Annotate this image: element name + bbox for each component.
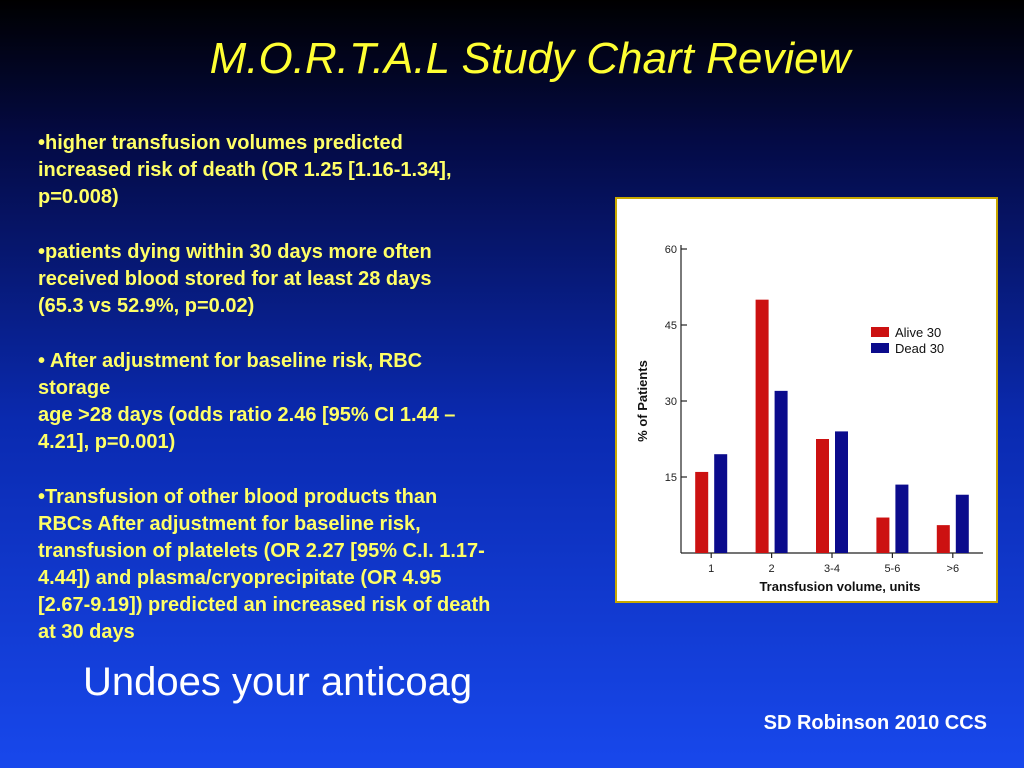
y-tick-label: 15 [665,472,677,484]
bullet-transfusion-volume: •higher transfusion volumes predicted in… [38,132,452,208]
y-tick-label: 60 [665,244,677,256]
bar-alive [755,299,769,553]
y-tick-label: 45 [665,320,677,332]
legend-swatch-alive [871,327,889,337]
bar-dead [774,390,788,553]
bar-alive [876,517,890,553]
bullet-rbc-storage-age: • After adjustment for baseline risk, RB… [38,350,456,453]
legend-swatch-dead [871,343,889,353]
bar-dead [835,431,848,553]
citation: SD Robinson 2010 CCS [763,712,987,734]
x-tick-label: 2 [769,563,775,575]
chart-panel: 15 30 45 60 % of Patients 1 2 3-4 5-6 >6 Transfusi… [615,197,998,603]
bullet-other-blood-products: •Transfusion of other blood products tha… [38,486,491,643]
x-tick-label: >6 [947,563,960,575]
bullet-blood-storage: •patients dying within 30 days more ofte… [38,241,432,317]
bar-dead [955,494,969,553]
bullet-list: •higher transfusion volumes predicted in… [38,130,623,674]
x-tick-label: 1 [708,563,714,575]
bar-chart: 15 30 45 60 % of Patients 1 2 3-4 5-6 >6 Transfusi… [635,244,983,594]
slide-title: M.O.R.T.A.L Study Chart Review [209,34,851,83]
slide-subtitle: Undoes your anticoag [83,660,473,704]
bar-dead [895,484,909,553]
x-tick-label: 5-6 [884,563,900,575]
y-axis-title: % of Patients [635,360,650,442]
bar-alive [695,471,709,553]
bar-alive [816,439,829,553]
x-axis-title: Transfusion volume, units [759,579,920,594]
bar-dead [714,454,728,553]
y-tick-label: 30 [665,396,677,408]
legend-label-alive: Alive 30 [895,325,941,340]
legend-label-dead: Dead 30 [895,341,944,356]
bar-alive [936,525,950,553]
x-tick-label: 3-4 [824,563,840,575]
